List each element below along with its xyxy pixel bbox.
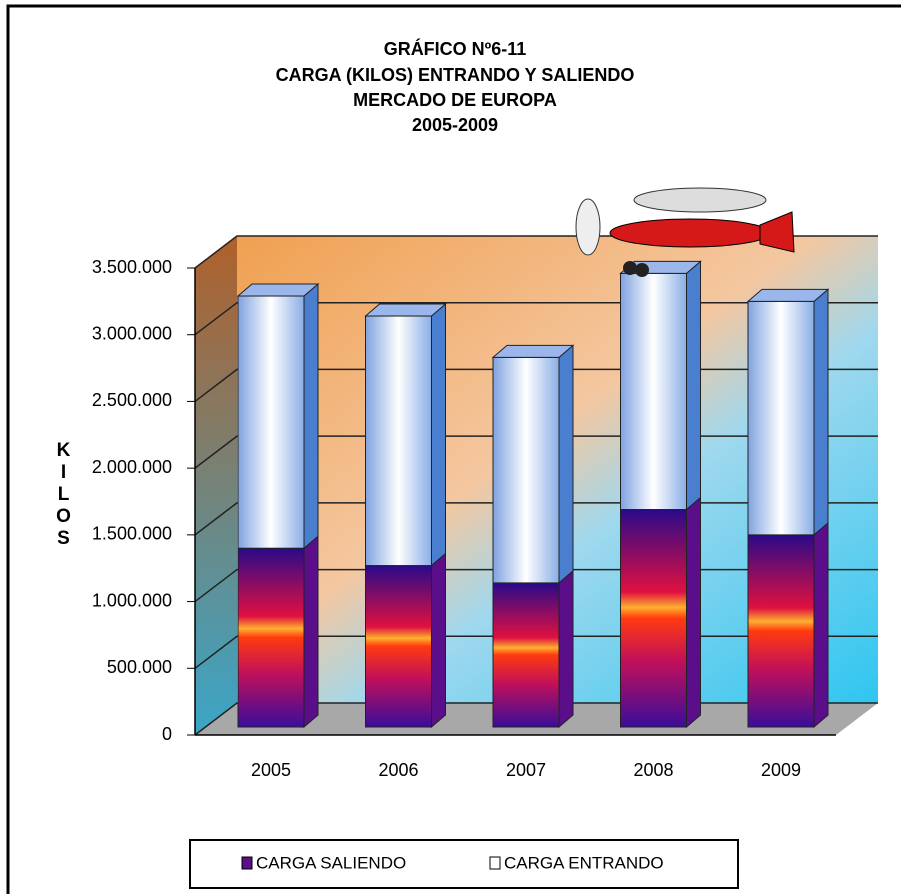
y-tick-label: 1.000.000 bbox=[92, 590, 172, 610]
y-axis-label: KILOS bbox=[53, 440, 74, 550]
bar-top bbox=[364, 303, 447, 317]
chart-title: GRÁFICO Nº6-11 bbox=[384, 38, 527, 59]
bar-side bbox=[431, 552, 446, 729]
bar bbox=[492, 356, 560, 584]
chart-title: 2005-2009 bbox=[412, 115, 498, 135]
bar bbox=[620, 509, 687, 728]
x-tick-label: 2005 bbox=[251, 760, 291, 780]
y-tick-label: 2.500.000 bbox=[92, 390, 172, 410]
bar bbox=[237, 295, 305, 549]
bar bbox=[620, 272, 687, 511]
chart-title: CARGA (KILOS) ENTRANDO Y SALIENDO bbox=[276, 65, 635, 85]
bar bbox=[237, 547, 305, 728]
legend-swatch bbox=[241, 856, 253, 870]
bar-side bbox=[813, 288, 829, 536]
chart-title: MERCADO DE EUROPA bbox=[353, 90, 557, 110]
bar-side bbox=[686, 260, 701, 511]
plane-part bbox=[759, 211, 795, 253]
bar-top bbox=[236, 283, 320, 297]
y-tick-label: 3.000.000 bbox=[92, 323, 172, 343]
plane-part bbox=[635, 263, 649, 277]
bar-side bbox=[813, 521, 829, 729]
y-tick-label: 1.500.000 bbox=[92, 524, 172, 544]
y-tick-label: 500.000 bbox=[107, 657, 172, 677]
bar-side bbox=[558, 569, 574, 729]
bar-side bbox=[558, 344, 574, 584]
plane-icon bbox=[575, 187, 795, 277]
legend-swatch bbox=[489, 856, 501, 870]
bar bbox=[747, 534, 815, 728]
x-tick-label: 2008 bbox=[633, 760, 673, 780]
bar bbox=[365, 315, 432, 567]
bar-side bbox=[431, 302, 446, 567]
side-wall bbox=[195, 236, 237, 735]
plane-part bbox=[633, 187, 767, 213]
x-tick-label: 2009 bbox=[761, 760, 801, 780]
bar bbox=[365, 565, 432, 728]
bar-side bbox=[303, 282, 319, 550]
legend-label: CARGA SALIENDO bbox=[256, 853, 406, 872]
bar-top bbox=[491, 344, 575, 358]
bar bbox=[492, 582, 560, 728]
bar-side bbox=[303, 535, 319, 729]
legend-label: CARGA ENTRANDO bbox=[504, 853, 664, 872]
plane-part bbox=[623, 261, 637, 275]
y-tick-label: 2.000.000 bbox=[92, 457, 172, 477]
bar bbox=[747, 300, 815, 536]
plane-part bbox=[575, 198, 601, 256]
x-tick-label: 2006 bbox=[378, 760, 418, 780]
bar-top bbox=[746, 288, 830, 302]
y-tick-label: 3.500.000 bbox=[92, 257, 172, 277]
y-tick-label: 0 bbox=[162, 724, 172, 744]
chart-border bbox=[6, 4, 901, 894]
legend bbox=[189, 839, 739, 889]
x-tick-label: 2007 bbox=[506, 760, 546, 780]
bar-side bbox=[686, 496, 701, 729]
plane-part bbox=[609, 218, 771, 248]
